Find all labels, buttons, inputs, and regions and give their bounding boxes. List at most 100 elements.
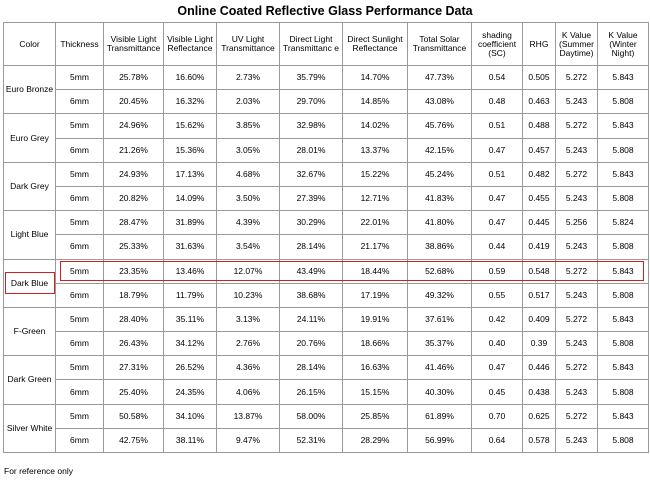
value-cell: 0.488 <box>522 113 556 139</box>
table-row: 6mm 25.33% 31.63% 3.54% 28.14% 21.17% 38.86% 0.… <box>4 234 649 260</box>
value-cell: 3.50% <box>216 185 280 212</box>
value-cell: 5.843 <box>597 355 649 381</box>
value-cell: 0.70 <box>471 403 523 429</box>
value-cell: 18.66% <box>342 331 408 357</box>
header-cell: RHG <box>522 22 556 66</box>
value-cell: 0.47 <box>471 210 523 236</box>
value-cell: 43.08% <box>407 89 472 115</box>
table-row: Euro Bronze 5mm 25.78% 16.60% 2.73% 35.79% 14.… <box>3 64 649 115</box>
value-cell: 14.09% <box>163 185 217 212</box>
value-cell: 15.36% <box>163 137 217 163</box>
header-cell: UV Light Transmittance <box>216 22 280 66</box>
header-row: Color Thickness Visible Light Transmitta… <box>3 22 649 66</box>
value-cell: 5.843 <box>597 64 649 91</box>
thickness-cell: 5mm <box>55 355 104 381</box>
value-cell: 61.89% <box>407 403 472 429</box>
value-cell: 21.26% <box>103 137 164 163</box>
value-cell: 5.808 <box>597 427 649 454</box>
table-row: 6mm 18.79% 11.79% 10.23% 38.68% 17.19% 49.32% 0… <box>4 282 649 308</box>
value-cell: 34.10% <box>163 403 217 429</box>
value-cell: 5.843 <box>597 113 649 139</box>
value-cell: 13.37% <box>342 137 408 163</box>
value-cell: 28.01% <box>279 137 343 163</box>
value-cell: 26.43% <box>103 331 164 357</box>
value-cell: 0.625 <box>522 403 556 429</box>
value-cell: 13.46% <box>163 258 217 284</box>
value-cell: 0.409 <box>522 306 556 333</box>
header-cell: Color <box>3 22 56 66</box>
value-cell: 5.243 <box>555 185 598 212</box>
value-cell: 27.31% <box>103 355 164 381</box>
value-cell: 26.15% <box>279 379 343 405</box>
header-cell: Visible Light Transmittance <box>103 22 164 66</box>
value-cell: 18.79% <box>103 282 164 308</box>
value-cell: 24.93% <box>103 161 164 187</box>
color-cell: Euro Bronze <box>3 64 56 115</box>
thickness-cell: 6mm <box>55 137 104 163</box>
value-cell: 24.11% <box>279 306 343 333</box>
value-cell: 0.463 <box>522 89 556 115</box>
value-cell: 35.37% <box>407 331 472 357</box>
value-cell: 2.76% <box>216 331 280 357</box>
value-cell: 2.73% <box>216 64 280 91</box>
value-cell: 0.47 <box>471 185 523 212</box>
value-cell: 25.78% <box>103 64 164 91</box>
value-cell: 12.07% <box>216 258 280 284</box>
value-cell: 28.29% <box>342 427 408 454</box>
value-cell: 0.45 <box>471 379 523 405</box>
value-cell: 0.419 <box>522 234 556 260</box>
table-row: F-Green 5mm 28.40% 35.11% 3.13% 24.11% 19.91% 3… <box>3 306 649 357</box>
value-cell: 25.40% <box>103 379 164 405</box>
value-cell: 25.85% <box>342 403 408 429</box>
value-cell: 38.86% <box>407 234 472 260</box>
value-cell: 19.91% <box>342 306 408 333</box>
value-cell: 0.42 <box>471 306 523 333</box>
value-cell: 0.446 <box>522 355 556 381</box>
value-cell: 2.03% <box>216 89 280 115</box>
value-cell: 5.243 <box>555 331 598 357</box>
value-cell: 5.808 <box>597 185 649 212</box>
value-cell: 5.824 <box>597 210 649 236</box>
header-cell: shading coefficient (SC) <box>471 22 523 66</box>
value-cell: 32.67% <box>279 161 343 187</box>
value-cell: 0.47 <box>471 355 523 381</box>
thickness-cell: 6mm <box>55 89 104 115</box>
value-cell: 5.243 <box>555 427 598 454</box>
value-cell: 52.68% <box>407 258 472 284</box>
value-cell: 4.68% <box>216 161 280 187</box>
value-cell: 22.01% <box>342 210 408 236</box>
value-cell: 3.85% <box>216 113 280 139</box>
thickness-cell: 6mm <box>55 185 104 212</box>
color-cell: F-Green <box>3 306 56 357</box>
value-cell: 5.272 <box>555 306 598 333</box>
color-cell: Light Blue <box>3 210 56 260</box>
value-cell: 5.272 <box>555 113 598 139</box>
table-row: 6mm 25.40% 24.35% 4.06% 26.15% 15.15% 40.30% 0.… <box>4 379 649 405</box>
value-cell: 0.39 <box>522 331 556 357</box>
value-cell: 0.40 <box>471 331 523 357</box>
value-cell: 41.80% <box>407 210 472 236</box>
value-cell: 0.455 <box>522 185 556 212</box>
value-cell: 5.256 <box>555 210 598 236</box>
thickness-cell: 5mm <box>55 113 104 139</box>
color-cell: Dark Grey <box>3 161 56 212</box>
value-cell: 26.52% <box>163 355 217 381</box>
value-cell: 5.243 <box>555 282 598 308</box>
value-cell: 15.62% <box>163 113 217 139</box>
table-row: 6mm 26.43% 34.12% 2.76% 20.76% 18.66% 35.37% 0.… <box>4 331 649 357</box>
thickness-cell: 5mm <box>55 258 104 284</box>
value-cell: 29.70% <box>279 89 343 115</box>
value-cell: 28.14% <box>279 355 343 381</box>
header-cell: Direct Light Transmittanc e <box>279 22 343 66</box>
thickness-cell: 5mm <box>55 403 104 429</box>
value-cell: 5.243 <box>555 89 598 115</box>
thickness-cell: 6mm <box>55 234 104 260</box>
value-cell: 41.46% <box>407 355 472 381</box>
value-cell: 0.59 <box>471 258 523 284</box>
value-cell: 16.32% <box>163 89 217 115</box>
value-cell: 0.505 <box>522 64 556 91</box>
table-row: 6mm 20.45% 16.32% 2.03% 29.70% 14.85% 43.08% 0.… <box>4 89 649 115</box>
thickness-cell: 5mm <box>55 161 104 187</box>
value-cell: 5.843 <box>597 306 649 333</box>
value-cell: 0.51 <box>471 161 523 187</box>
